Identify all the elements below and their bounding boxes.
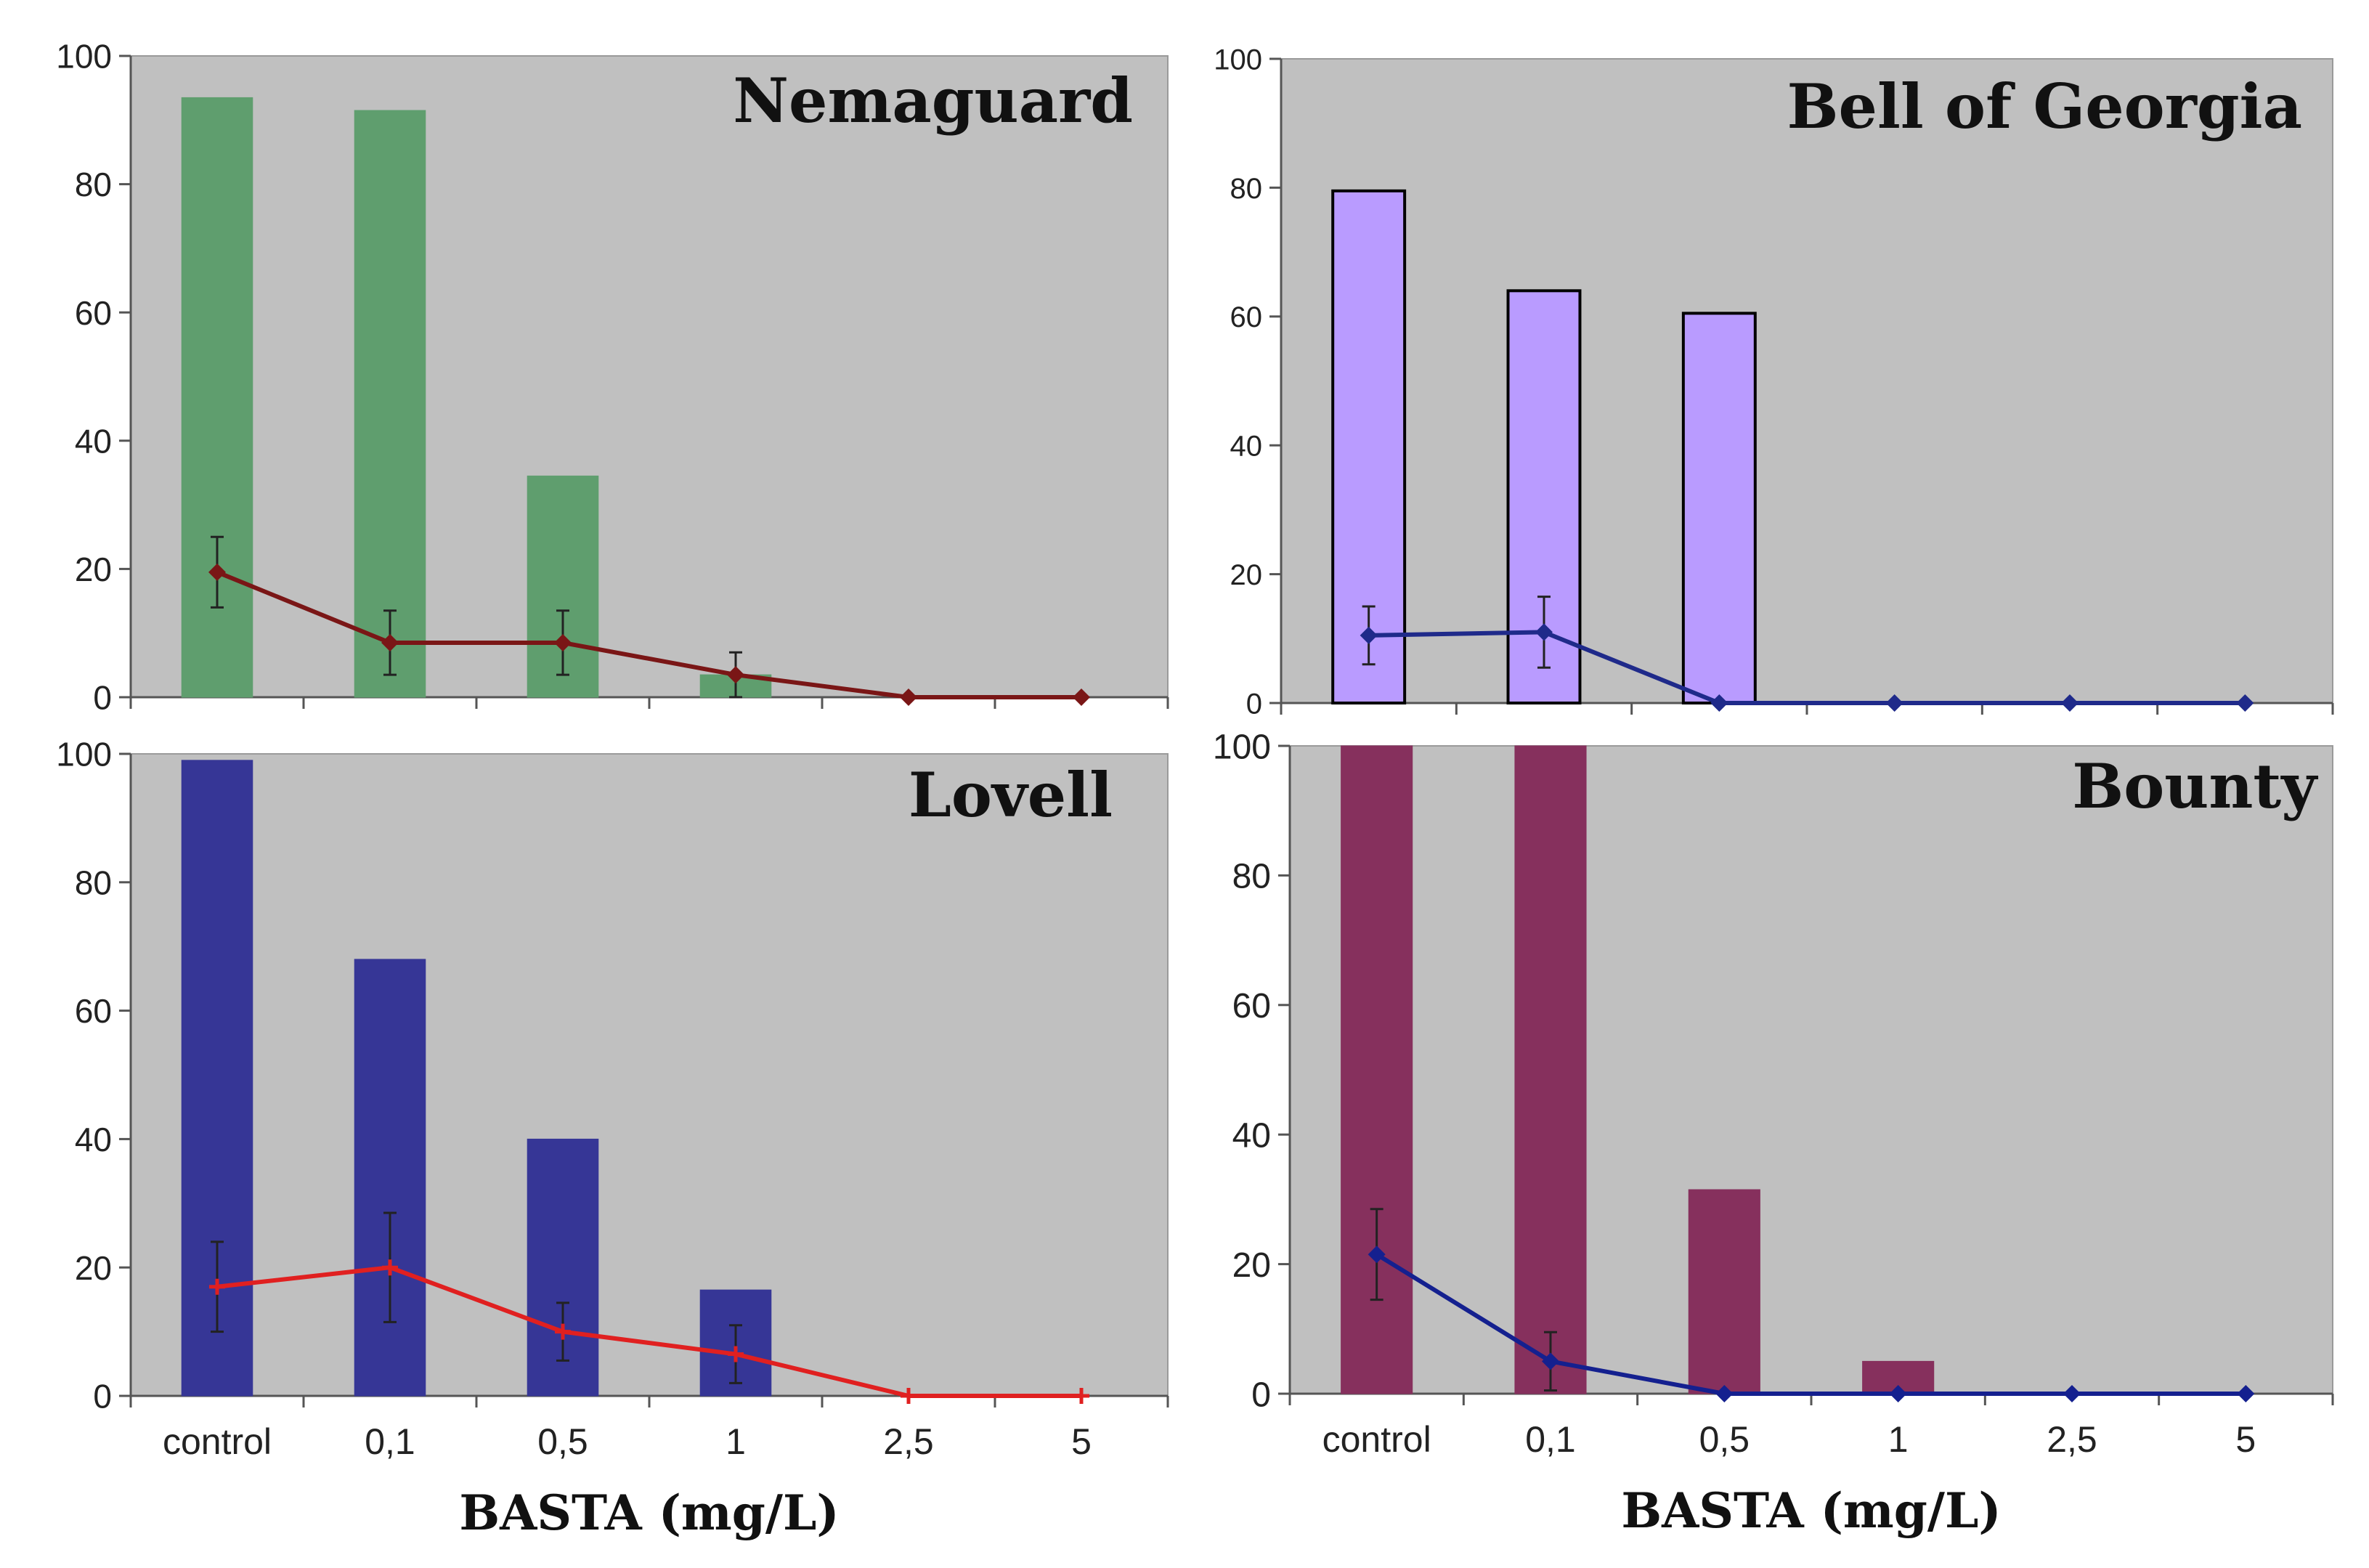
x-tick-label: 2,5 <box>883 1421 934 1462</box>
y-tick-label: 20 <box>75 551 112 588</box>
y-tick-label: 60 <box>75 294 112 332</box>
bar <box>354 959 426 1397</box>
data-point <box>381 633 399 651</box>
chart-title: Lovell <box>909 759 1113 831</box>
y-tick-label: 20 <box>75 1249 112 1287</box>
plot-area <box>130 753 1169 1397</box>
data-point <box>2236 694 2254 712</box>
series-line <box>216 570 1081 699</box>
y-tick-label: 60 <box>1232 987 1271 1025</box>
chart-title: Bounty <box>2072 750 2318 822</box>
series-line <box>1376 1252 2246 1396</box>
chart-panel-nemaguard: 0 20 40 60 80 100 Nemaguard <box>56 38 1169 717</box>
chart-panel-bell-of-georgia: 0 20 40 60 80 100 Bell of Georgia <box>1214 44 2334 720</box>
y-tick-label: 60 <box>75 992 112 1030</box>
y-tick-label: 80 <box>1230 173 1263 205</box>
data-point <box>901 1388 917 1404</box>
data-point <box>2061 694 2079 712</box>
data-point <box>1715 1385 1734 1402</box>
data-point <box>728 1346 744 1362</box>
bar <box>1514 745 1587 1394</box>
y-tick-label: 40 <box>75 422 112 460</box>
y-tick-label: 20 <box>1230 559 1263 591</box>
x-tick-label: 5 <box>2235 1419 2256 1460</box>
plot-area <box>1280 58 2333 704</box>
data-point <box>1368 1246 1386 1264</box>
plot-area <box>1289 745 2333 1394</box>
x-tick-label: control <box>1322 1419 1431 1460</box>
data-point <box>1073 1388 1089 1404</box>
y-tick-label: 80 <box>75 864 112 901</box>
y-tick-label: 0 <box>93 1378 112 1415</box>
data-point <box>1885 694 1903 712</box>
y-tick-label: 100 <box>56 38 112 76</box>
x-tick-label: 0,1 <box>1525 1419 1576 1460</box>
y-tick-label: 80 <box>75 166 112 203</box>
y-tick-label: 100 <box>56 736 112 773</box>
x-tick-label: 1 <box>726 1421 746 1462</box>
data-point <box>382 1259 398 1276</box>
data-point <box>2063 1385 2081 1402</box>
data-point <box>727 666 744 684</box>
x-tick-label: 0,5 <box>537 1421 588 1462</box>
y-tick-label: 60 <box>1230 301 1263 333</box>
data-point <box>900 688 917 706</box>
x-tick-label: 1 <box>1888 1419 1909 1460</box>
data-point <box>1360 626 1378 644</box>
data-point <box>208 563 226 581</box>
chart-panel-bounty: 0 20 40 60 80 100 control 0,1 0,5 1 2,5 5 BASTA (mg/… <box>1213 728 2334 1539</box>
y-tick-label: 80 <box>1232 858 1271 896</box>
y-tick-label: 0 <box>1246 688 1262 720</box>
y-tick-label: 20 <box>1232 1246 1271 1285</box>
series-line <box>216 1265 1081 1398</box>
bar <box>1681 312 1757 704</box>
y-tick-label: 100 <box>1214 44 1262 76</box>
y-tick-label: 0 <box>93 679 112 717</box>
data-point <box>1542 1352 1559 1370</box>
data-point <box>555 1323 571 1340</box>
data-point <box>209 1278 225 1295</box>
chart-title: Bell of Georgia <box>1787 70 2302 142</box>
bar <box>354 110 426 698</box>
y-tick-label: 40 <box>1232 1116 1271 1155</box>
y-tick-label: 40 <box>1230 431 1263 463</box>
chart-panel-lovell: 0 20 40 60 80 100 control 0,1 0,5 1 2,5 5 BASTA (mg/… <box>56 736 1169 1541</box>
data-point <box>1710 694 1728 712</box>
x-tick-label: control <box>163 1421 272 1462</box>
y-tick-label: 0 <box>1251 1376 1271 1414</box>
x-axis-title: BASTA (mg/L) <box>459 1484 839 1541</box>
x-tick-label: 2,5 <box>2047 1419 2097 1460</box>
x-axis-title: BASTA (mg/L) <box>1621 1482 2001 1539</box>
y-tick-label: 100 <box>1213 728 1271 766</box>
data-point <box>554 633 572 651</box>
chart-title: Nemaguard <box>733 65 1133 137</box>
data-point <box>1889 1385 1907 1402</box>
data-point <box>1073 688 1090 706</box>
series-line <box>1368 630 2246 705</box>
x-tick-label: 5 <box>1071 1421 1092 1462</box>
plot-area <box>130 55 1169 698</box>
x-tick-label: 0,1 <box>365 1421 415 1462</box>
data-point <box>1535 623 1553 641</box>
data-point <box>2237 1385 2255 1402</box>
bar <box>1688 1189 1760 1394</box>
y-tick-label: 40 <box>75 1121 112 1158</box>
x-tick-label: 0,5 <box>1699 1419 1750 1460</box>
